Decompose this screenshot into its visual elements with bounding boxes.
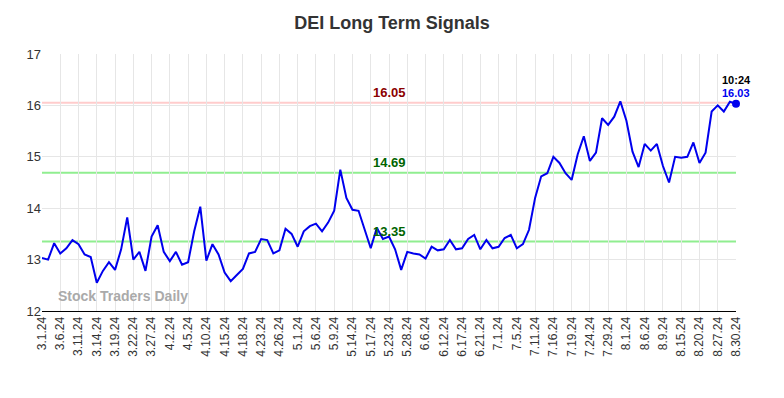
svg-text:7.1.24: 7.1.24 [491, 316, 505, 350]
svg-text:3.6.24: 3.6.24 [53, 316, 67, 350]
svg-text:5.17.24: 5.17.24 [364, 316, 378, 356]
svg-text:16: 16 [27, 98, 41, 113]
svg-text:7.19.24: 7.19.24 [565, 316, 579, 356]
svg-text:10:24: 10:24 [722, 74, 751, 86]
svg-text:3.27.24: 3.27.24 [144, 316, 158, 356]
svg-text:8.1.24: 8.1.24 [619, 316, 633, 350]
svg-text:3.1.24: 3.1.24 [35, 316, 49, 350]
svg-text:4.10.24: 4.10.24 [199, 316, 213, 356]
svg-text:13.35: 13.35 [373, 224, 406, 239]
svg-text:7.11.24: 7.11.24 [528, 316, 542, 355]
svg-text:14: 14 [27, 201, 41, 216]
svg-text:7.5.24: 7.5.24 [510, 316, 524, 350]
svg-text:4.26.24: 4.26.24 [272, 316, 286, 356]
svg-text:7.29.24: 7.29.24 [601, 316, 615, 356]
svg-text:8.15.24: 8.15.24 [674, 316, 688, 356]
svg-text:3.14.24: 3.14.24 [90, 316, 104, 356]
svg-text:16.03: 16.03 [722, 87, 750, 99]
svg-text:8.27.24: 8.27.24 [711, 316, 725, 356]
svg-text:4.15.24: 4.15.24 [218, 316, 232, 356]
svg-text:12: 12 [27, 304, 41, 319]
svg-text:5.14.24: 5.14.24 [345, 316, 359, 356]
svg-text:14.69: 14.69 [373, 155, 406, 170]
svg-text:5.6.24: 5.6.24 [309, 316, 323, 350]
svg-text:6.17.24: 6.17.24 [455, 316, 469, 356]
svg-text:13: 13 [27, 252, 41, 267]
svg-text:3.22.24: 3.22.24 [126, 316, 140, 356]
svg-text:8.20.24: 8.20.24 [692, 316, 706, 356]
svg-text:8.9.24: 8.9.24 [656, 316, 670, 350]
svg-text:8.30.24: 8.30.24 [729, 316, 743, 356]
svg-text:6.21.24: 6.21.24 [473, 316, 487, 356]
svg-text:6.12.24: 6.12.24 [437, 316, 451, 356]
svg-text:7.24.24: 7.24.24 [583, 316, 597, 356]
svg-text:4.2.24: 4.2.24 [163, 316, 177, 350]
svg-text:7.16.24: 7.16.24 [546, 316, 560, 356]
svg-text:16.05: 16.05 [373, 85, 406, 100]
svg-text:5.23.24: 5.23.24 [382, 316, 396, 356]
svg-text:4.18.24: 4.18.24 [236, 316, 250, 356]
svg-text:8.6.24: 8.6.24 [638, 316, 652, 350]
svg-text:3.11.24: 3.11.24 [71, 316, 85, 355]
svg-text:Stock Traders Daily: Stock Traders Daily [58, 288, 188, 304]
svg-text:15: 15 [27, 149, 41, 164]
svg-text:5.1.24: 5.1.24 [291, 316, 305, 350]
svg-text:5.9.24: 5.9.24 [327, 316, 341, 350]
svg-text:6.6.24: 6.6.24 [418, 316, 432, 350]
svg-text:5.28.24: 5.28.24 [400, 316, 414, 356]
svg-text:4.23.24: 4.23.24 [254, 316, 268, 356]
svg-text:3.19.24: 3.19.24 [108, 316, 122, 356]
svg-text:4.5.24: 4.5.24 [181, 316, 195, 350]
svg-text:17: 17 [27, 47, 41, 62]
svg-text:DEI Long Term Signals: DEI Long Term Signals [294, 13, 490, 33]
